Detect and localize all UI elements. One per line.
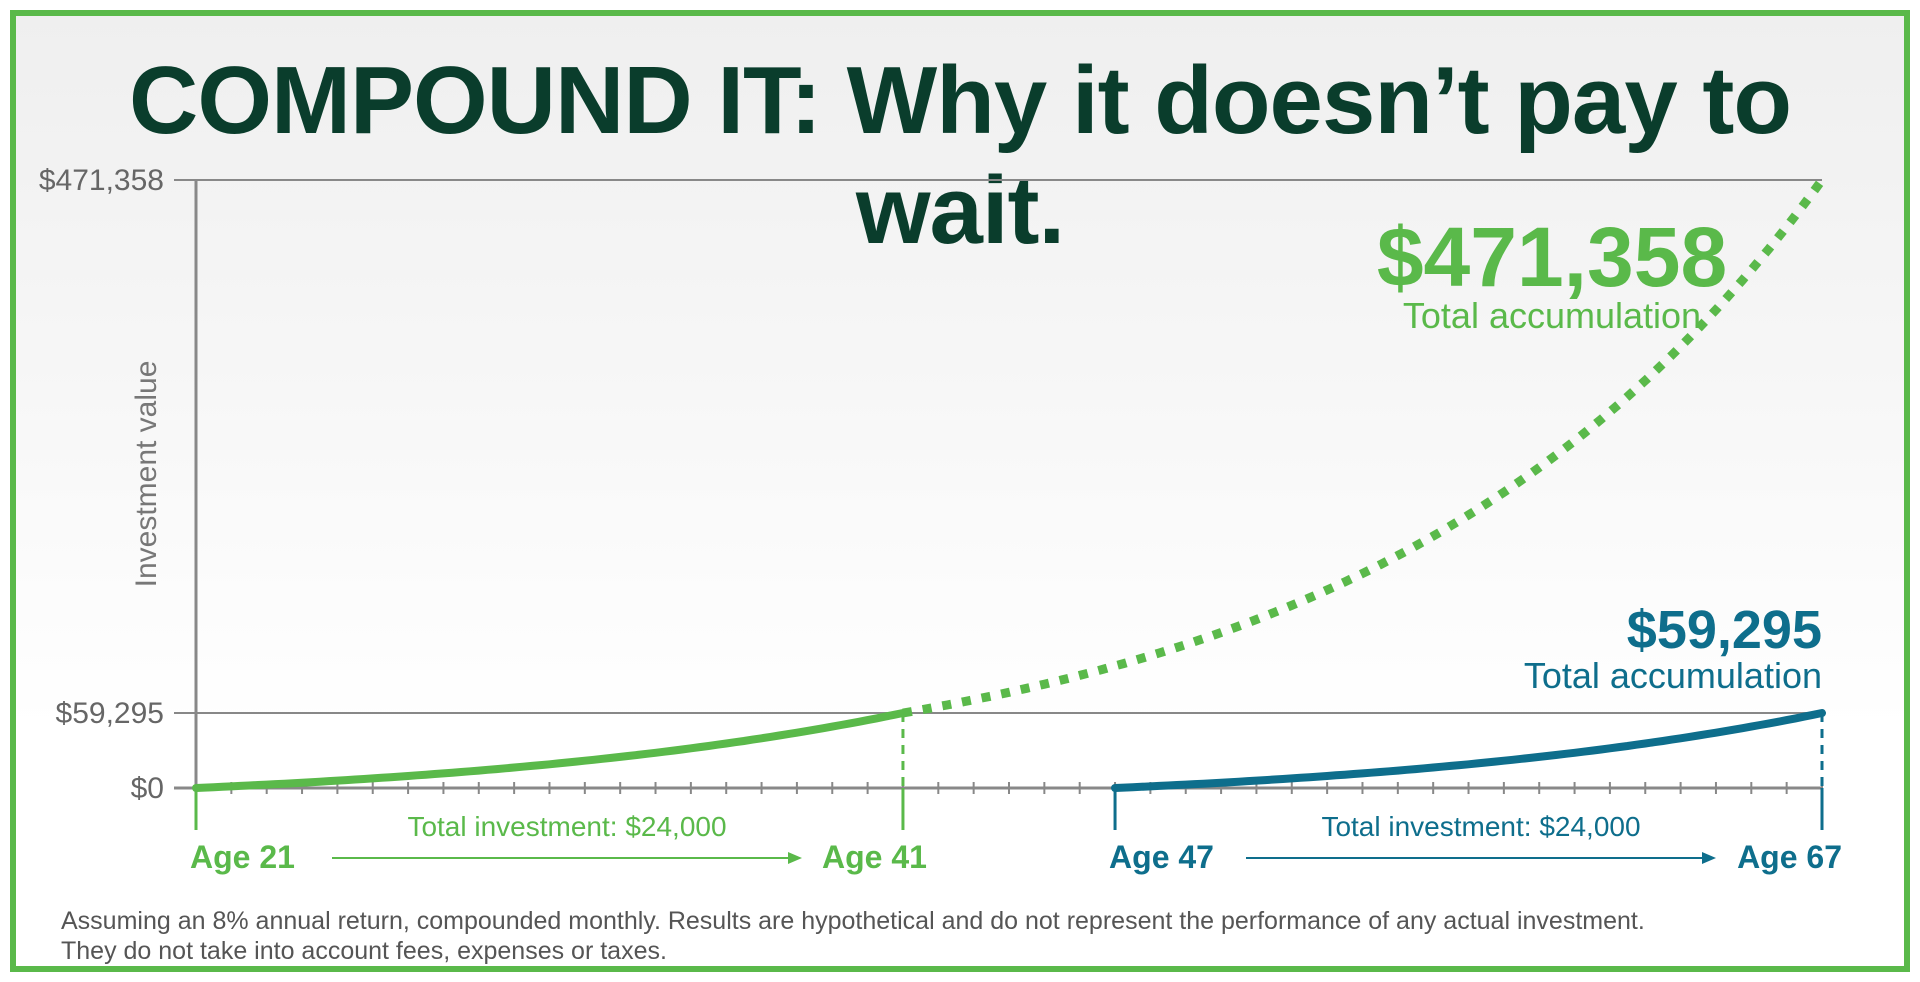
early-final-value: $471,358 xyxy=(1377,210,1727,304)
infographic-frame: COMPOUND IT: Why it doesn’t pay to wait.… xyxy=(10,10,1910,972)
late-arrow-head xyxy=(1702,852,1716,864)
late-start-label: Age 47 xyxy=(1109,839,1214,875)
y-tick-label: $59,295 xyxy=(56,697,164,730)
disclaimer-footnote: Assuming an 8% annual return, compounded… xyxy=(61,906,1881,966)
late-final-caption: Total accumulation xyxy=(1524,655,1822,696)
y-tick-label: $0 xyxy=(131,772,164,805)
late-investment-label: Total investment: $24,000 xyxy=(1321,811,1640,842)
early-investment-label: Total investment: $24,000 xyxy=(407,811,726,842)
early-arrow-head xyxy=(788,852,802,864)
chart-labels: Age 21 Age 41 Total investment: $24,000 Age… xyxy=(190,210,1842,875)
late-stop-label: Age 67 xyxy=(1737,839,1842,875)
chart-axes: $0 $59,295 $471,358 Investment value xyxy=(39,164,1824,830)
late-final-value: $59,295 xyxy=(1627,600,1822,660)
early-final-caption: Total accumulation xyxy=(1403,295,1701,336)
chart-curves xyxy=(192,177,1826,792)
page-title: COMPOUND IT: Why it doesn’t pay to wait. xyxy=(129,47,1792,264)
early-stop-label: Age 41 xyxy=(822,839,927,875)
early-start-label: Age 21 xyxy=(190,839,295,875)
late-investor-curve xyxy=(1111,709,1826,792)
y-axis-label: Investment value xyxy=(130,361,163,588)
y-tick-label: $471,358 xyxy=(39,164,164,197)
compound-chart: $0 $59,295 $471,358 Investment value Age 21… xyxy=(39,164,1842,875)
early-investor-curve xyxy=(192,709,907,792)
early-growth-dotted-curve xyxy=(902,177,1826,718)
footnote-line-2: They do not take into account fees, expe… xyxy=(61,937,667,965)
footnote-line-1: Assuming an 8% annual return, compounded… xyxy=(61,907,1645,935)
